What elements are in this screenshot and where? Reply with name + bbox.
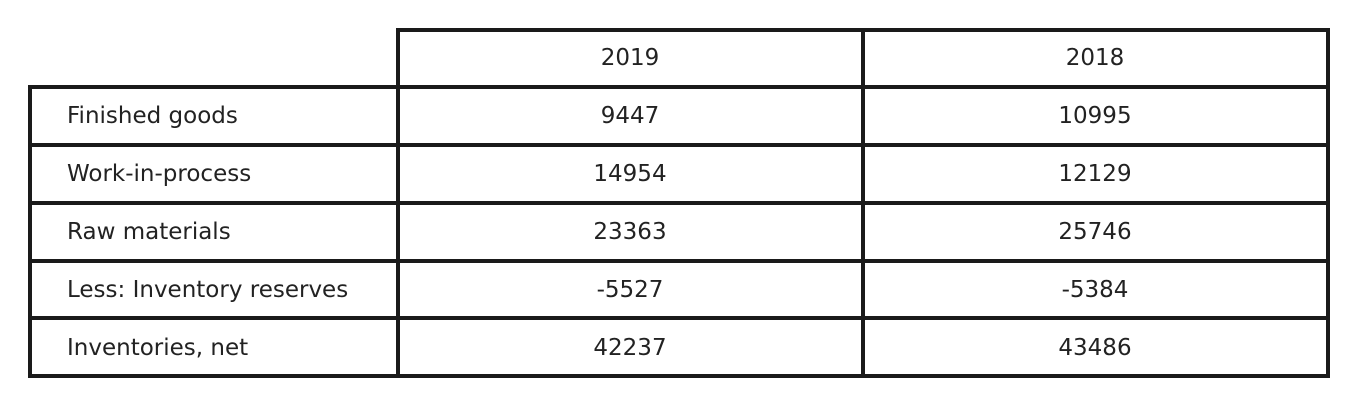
cell-finished-goods-2018: 10995 [1058, 103, 1131, 129]
cell-work-in-process-2018: 12129 [1058, 161, 1131, 187]
row-label-inventory-reserves: Less: Inventory reserves [67, 277, 348, 303]
cell-inventory-reserves-2019: -5527 [597, 277, 664, 303]
row-label-finished-goods: Finished goods [67, 103, 238, 129]
table-grid [28, 28, 1330, 378]
cell-finished-goods-2019: 9447 [601, 103, 660, 129]
cell-inventories-net-2019: 42237 [593, 335, 666, 361]
row-label-work-in-process: Work-in-process [67, 161, 251, 187]
table-cells: 2019 2018 Finished goods 9447 10995 Work… [67, 45, 1132, 361]
cell-raw-materials-2019: 23363 [593, 219, 666, 245]
column-header-2018: 2018 [1066, 45, 1125, 71]
cell-inventory-reserves-2018: -5384 [1062, 277, 1129, 303]
cell-inventories-net-2018: 43486 [1058, 335, 1131, 361]
cell-raw-materials-2018: 25746 [1058, 219, 1131, 245]
column-header-2019: 2019 [601, 45, 660, 71]
row-label-raw-materials: Raw materials [67, 219, 231, 245]
cell-work-in-process-2019: 14954 [593, 161, 666, 187]
row-label-inventories-net: Inventories, net [67, 335, 248, 361]
